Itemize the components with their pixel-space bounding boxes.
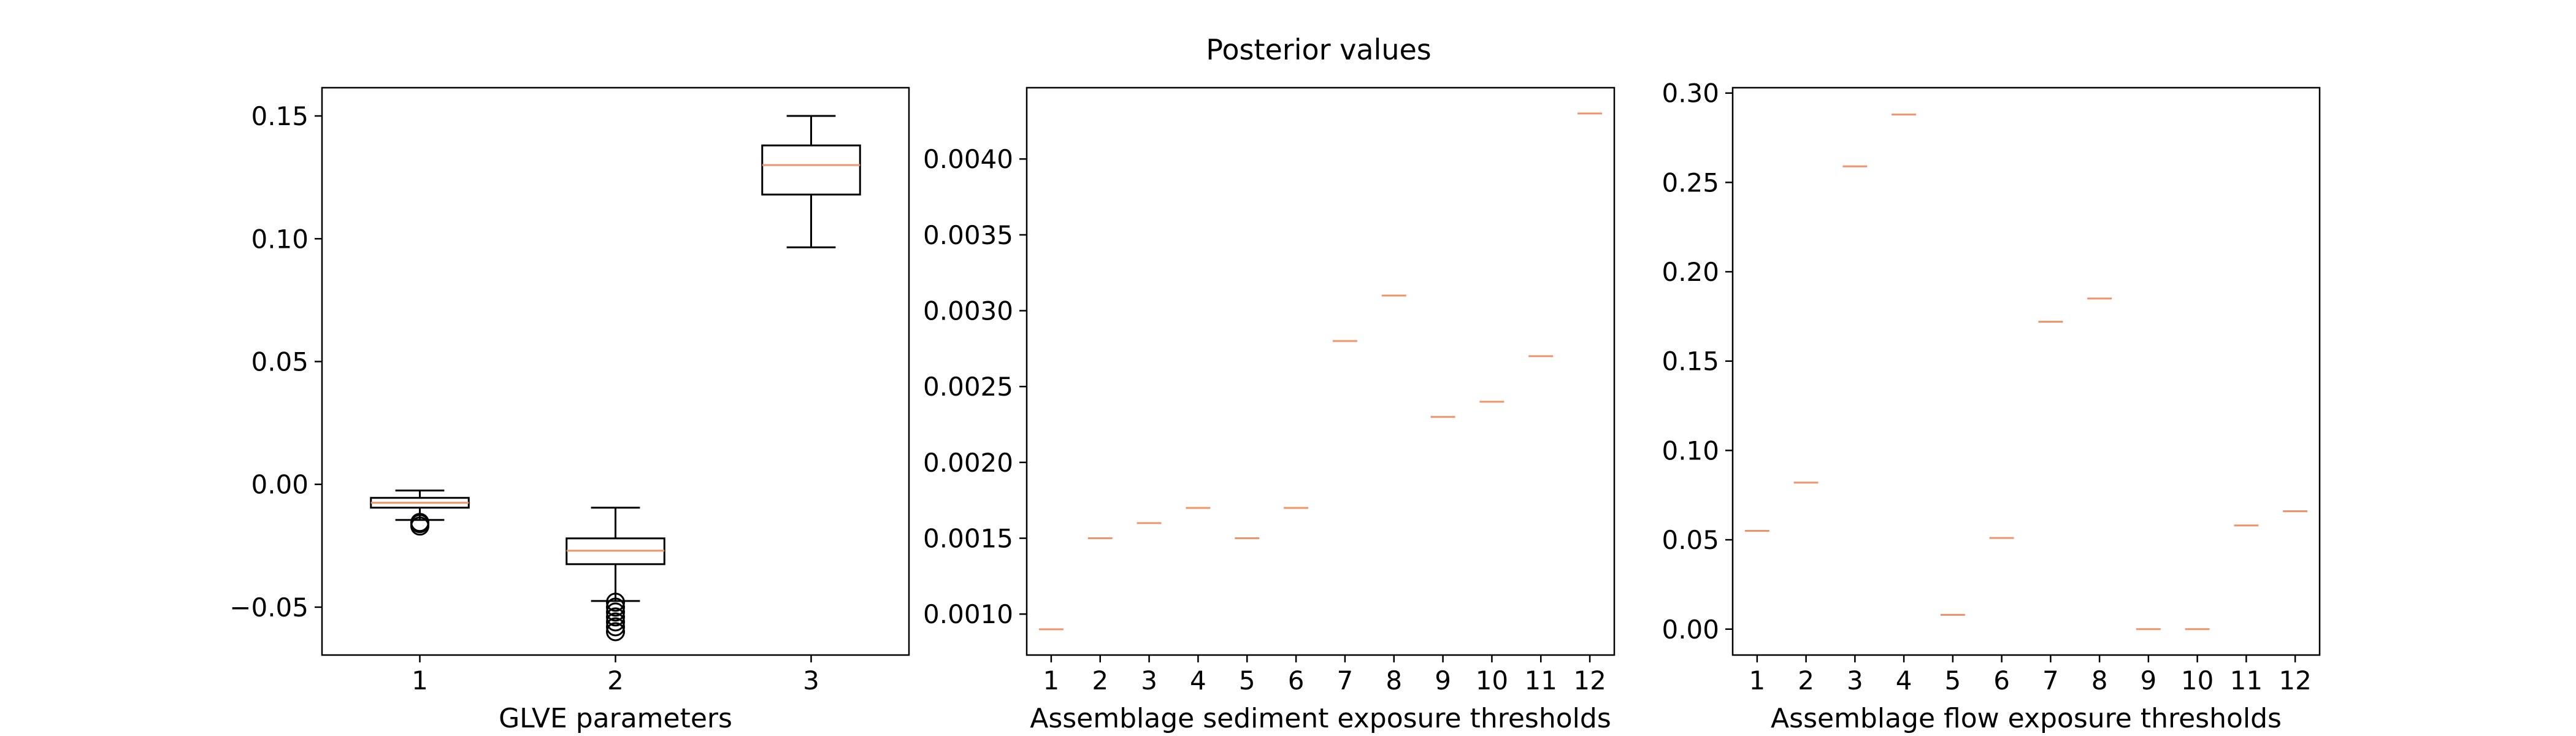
- x-tick-label: 12: [2279, 665, 2311, 696]
- box-body: [761, 144, 861, 196]
- y-tick-label: 0.00: [1662, 615, 1719, 645]
- x-tick-label: 4: [1896, 665, 1912, 696]
- x-tick-label: 8: [1386, 665, 1402, 696]
- outlier-point: [606, 597, 625, 617]
- x-tick-label: 3: [803, 665, 819, 696]
- box-3: [761, 115, 861, 248]
- x-tick-label: 2: [607, 665, 624, 696]
- y-tick-label: 0.0030: [923, 296, 1013, 326]
- x-tick-label: 7: [1337, 665, 1354, 696]
- x-axis-label: Assemblage sediment exposure thresholds: [1030, 703, 1611, 734]
- y-tick-label: 0.25: [1662, 167, 1719, 197]
- x-tick-label: 7: [2042, 665, 2059, 696]
- y-tick-label: 0.05: [251, 347, 309, 377]
- subplot-2: 0.0010 0.0015 0.0020 0.0025 0.0030 0.0035 0.00…: [923, 86, 1616, 734]
- outlier-point: [606, 617, 625, 637]
- figure-title: Posterior values: [1206, 33, 1432, 66]
- x-tick-label: 9: [2141, 665, 2157, 696]
- y-tick-label: 0.15: [1662, 347, 1719, 377]
- x-tick-label: 9: [1435, 665, 1451, 696]
- outlier-point: [606, 622, 625, 642]
- x-tick-label: 2: [1092, 665, 1108, 696]
- x-tick-label: 3: [1141, 665, 1157, 696]
- x-tick-label: 5: [1239, 665, 1255, 696]
- x-tick-label: 5: [1945, 665, 1961, 696]
- y-tick-label: 0.0040: [923, 144, 1013, 174]
- y-tick-label: 0.05: [1662, 525, 1719, 555]
- x-tick-label: 11: [1525, 665, 1557, 696]
- y-tick-label: 0.10: [1662, 435, 1719, 466]
- outlier-point: [410, 516, 429, 536]
- subplot-1: −0.05 0.00 0.05 0.10 0.15 1 2 3 GLVE parameters: [229, 86, 910, 734]
- x-tick-label: 10: [2181, 665, 2214, 696]
- x-tick-label: 1: [1043, 665, 1060, 696]
- box-2: [565, 507, 665, 642]
- y-tick-label: 0.0035: [923, 220, 1013, 250]
- x-axis-label: GLVE parameters: [499, 703, 732, 734]
- x-tick-label: 1: [412, 665, 428, 696]
- y-tick-label: 0.00: [251, 470, 309, 500]
- outlier-point: [606, 592, 625, 612]
- x-tick-label: 6: [1993, 665, 2010, 696]
- subplot-3: 0.000.050.100.150.200.250.301 2 3 4 5 6 7 8 9 10 1…: [1662, 79, 2321, 734]
- x-tick-label: 8: [2091, 665, 2108, 696]
- y-tick-label: 0.15: [251, 101, 309, 131]
- x-tick-label: 4: [1190, 665, 1206, 696]
- x-tick-label: 6: [1288, 665, 1305, 696]
- x-tick-label: 12: [1573, 665, 1606, 696]
- y-tick-label: 0.0020: [923, 448, 1013, 478]
- outlier-point: [606, 612, 625, 632]
- x-tick-label: 10: [1476, 665, 1508, 696]
- plot-frame: [1731, 86, 2321, 656]
- y-tick-label: 0.10: [251, 224, 309, 254]
- y-tick-label: 0.0015: [923, 524, 1013, 554]
- y-tick-label: 0.30: [1662, 79, 1719, 109]
- outlier-point: [606, 602, 625, 622]
- y-tick-label: 0.20: [1662, 257, 1719, 287]
- plot-frame: [321, 86, 910, 656]
- plot-frame: [1025, 86, 1616, 656]
- y-tick-label: 0.0025: [923, 372, 1013, 402]
- y-tick-label: −0.05: [229, 592, 309, 623]
- x-axis-label: Assemblage flow exposure thresholds: [1771, 703, 2282, 734]
- x-tick-label: 2: [1798, 665, 1814, 696]
- box-1: [370, 489, 470, 536]
- x-tick-label: 11: [2230, 665, 2263, 696]
- x-tick-label: 1: [1749, 665, 1766, 696]
- y-tick-label: 0.0010: [923, 599, 1013, 629]
- outlier-point: [606, 607, 625, 627]
- x-tick-label: 3: [1847, 665, 1863, 696]
